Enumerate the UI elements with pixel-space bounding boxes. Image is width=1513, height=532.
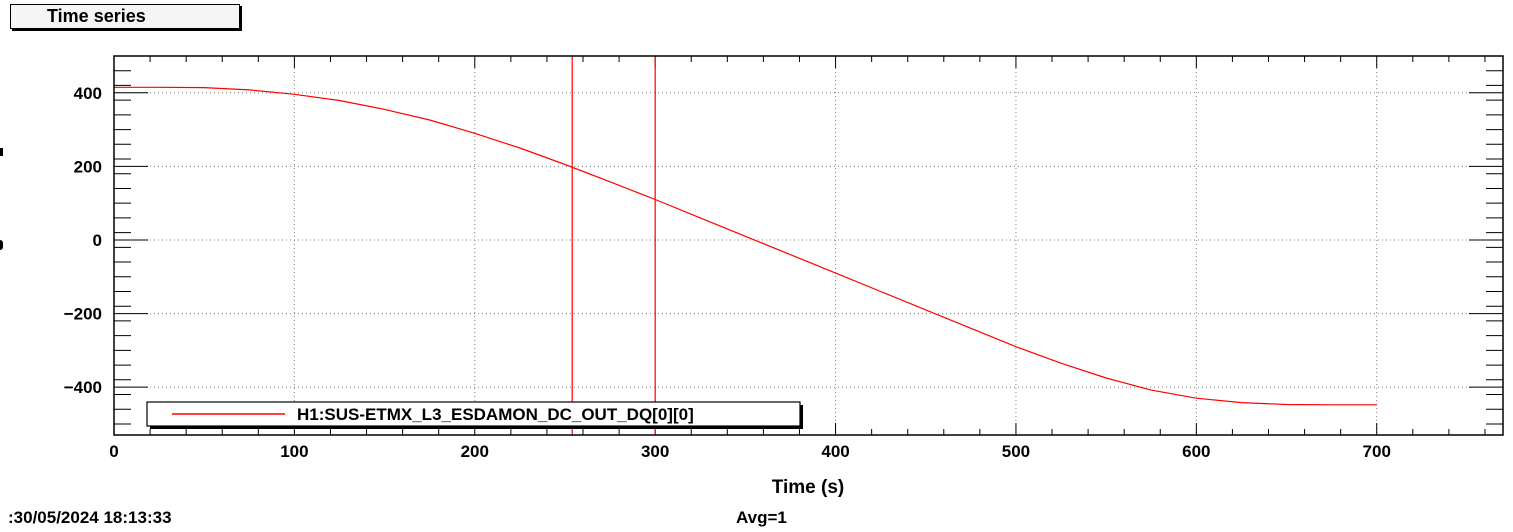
legend-entry-label: H1:SUS-ETMX_L3_ESDAMON_DC_OUT_DQ[0][0] bbox=[297, 405, 694, 424]
x-tick-label: 100 bbox=[280, 442, 308, 461]
x-axis-title: Time (s) bbox=[772, 477, 845, 498]
y-tick-label: 200 bbox=[74, 157, 102, 176]
series-layer bbox=[114, 86, 1377, 406]
x-tick-label: 300 bbox=[641, 442, 669, 461]
y-tick-label: −200 bbox=[64, 305, 102, 324]
axis-ticks bbox=[113, 56, 1503, 435]
x-tick-label: 400 bbox=[821, 442, 849, 461]
x-tick-label: 0 bbox=[109, 442, 118, 461]
average-count-text: Avg=1 bbox=[736, 508, 787, 527]
y-tick-label: 0 bbox=[93, 231, 102, 250]
timestamp-text: :30/05/2024 18:13:33 bbox=[8, 508, 172, 527]
plot-frame bbox=[113, 55, 1504, 436]
y-axis-label-fragment bbox=[0, 148, 3, 156]
x-tick-label: 600 bbox=[1182, 442, 1210, 461]
chart-title-tab[interactable]: Time series bbox=[10, 4, 240, 29]
legend[interactable]: H1:SUS-ETMX_L3_ESDAMON_DC_OUT_DQ[0][0] bbox=[146, 401, 803, 429]
tick-labels: 0 100 200 300 400 500 600 700 400 200 0 −200 −400 bbox=[64, 84, 1391, 461]
x-tick-label: 200 bbox=[461, 442, 489, 461]
grid bbox=[114, 56, 1503, 435]
cursor-layer bbox=[571, 56, 656, 435]
y-axis-label-fragment bbox=[0, 240, 3, 250]
series-line bbox=[114, 86, 1377, 406]
x-tick-label: 500 bbox=[1002, 442, 1030, 461]
chart-title: Time series bbox=[47, 6, 146, 26]
x-tick-label: 700 bbox=[1363, 442, 1391, 461]
y-tick-label: −400 bbox=[64, 378, 102, 397]
y-tick-label: 400 bbox=[74, 84, 102, 103]
